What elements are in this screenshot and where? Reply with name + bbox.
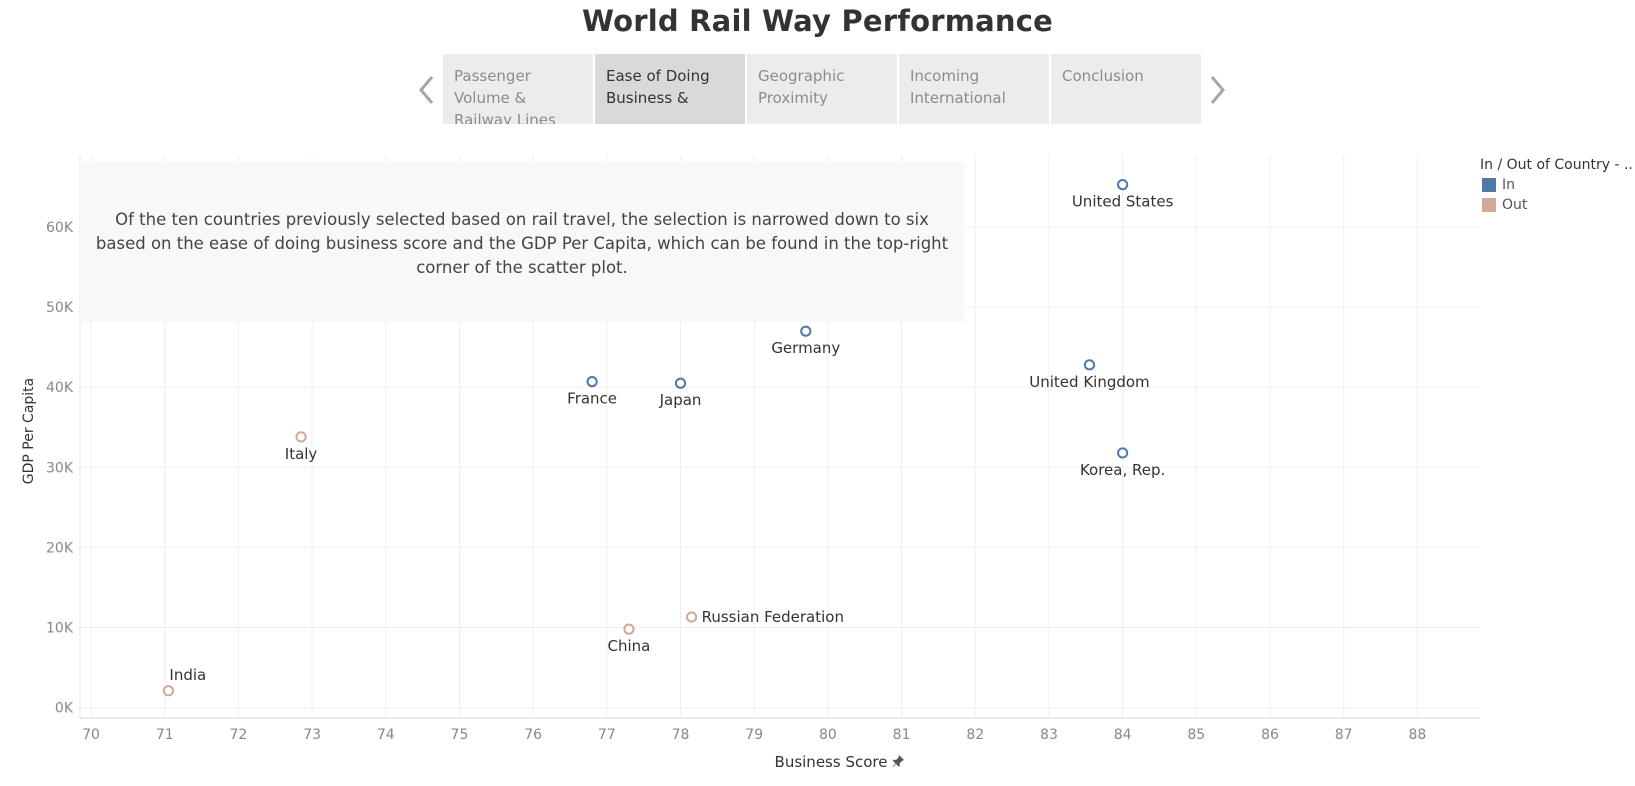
legend-label-in: In	[1502, 177, 1516, 193]
y-tick-label: 10K	[46, 621, 74, 637]
x-tick-label: 80	[819, 727, 837, 740]
story-tab-conclusion[interactable]: Conclusion	[1051, 54, 1201, 124]
x-tick-label: 72	[230, 727, 248, 740]
data-point-label: Russian Federation	[702, 608, 844, 626]
x-axis-label-wrap: Business Score	[700, 753, 980, 772]
pin-icon	[891, 754, 905, 772]
x-tick-label: 83	[1040, 727, 1058, 740]
data-point-label: Japan	[659, 391, 702, 409]
data-point	[1117, 179, 1129, 191]
chevron-left-icon	[419, 76, 434, 104]
data-point	[295, 431, 307, 443]
x-tick-label: 82	[966, 727, 984, 740]
chevron-right-icon	[1210, 76, 1225, 104]
story-tab-incoming-international[interactable]: Incoming International	[899, 54, 1049, 124]
legend-swatch-in	[1482, 178, 1496, 192]
data-point	[674, 377, 687, 389]
story-prev-button[interactable]	[413, 66, 441, 114]
legend-swatch-out	[1482, 198, 1496, 212]
data-point-label: United Kingdom	[1029, 373, 1149, 391]
y-tick-label: 30K	[46, 460, 74, 476]
data-points: United States Germany United Kingdom France…	[162, 179, 1174, 697]
data-point-label: India	[169, 666, 206, 684]
x-axis-label: Business Score	[774, 753, 888, 771]
x-tick-label: 77	[598, 727, 616, 740]
data-point-label: Italy	[285, 445, 318, 463]
x-tick-label: 87	[1335, 727, 1353, 740]
page-title: World Rail Way Performance	[581, 4, 1054, 38]
data-point	[586, 376, 598, 388]
data-point-label: United States	[1072, 193, 1174, 211]
data-point-label: Germany	[771, 339, 840, 357]
y-tick-label: 60K	[46, 220, 74, 236]
x-tick-label: 78	[672, 727, 690, 740]
x-tick-label: 71	[156, 727, 174, 740]
data-point	[1083, 359, 1096, 371]
data-point	[800, 325, 812, 337]
data-point	[685, 611, 698, 623]
x-tick-label: 76	[524, 727, 542, 740]
y-axis-label: GDP Per Capita	[21, 377, 37, 485]
x-tick-label: 75	[451, 727, 469, 740]
x-tick-label: 81	[893, 727, 911, 740]
data-point-label: China	[608, 637, 651, 655]
x-tick-label: 70	[82, 727, 100, 740]
data-point-label: Korea, Rep.	[1080, 461, 1165, 479]
x-tick-label: 85	[1187, 727, 1205, 740]
y-tick-label: 50K	[46, 300, 74, 316]
x-tick-label: 79	[745, 727, 763, 740]
data-point	[623, 623, 635, 635]
x-tick-label: 74	[377, 727, 395, 740]
story-tab-passenger-volume[interactable]: Passenger Volume & Railway Lines	[443, 54, 593, 124]
y-tick-label: 0K	[55, 701, 74, 717]
legend-label-out: Out	[1502, 197, 1528, 213]
story-navigator: Passenger Volume & Railway Lines Ease of…	[443, 54, 1201, 124]
story-tab-geographic-proximity[interactable]: Geographic Proximity	[747, 54, 897, 124]
x-tick-label: 84	[1114, 727, 1132, 740]
legend-title: In / Out of Country - ..	[1480, 157, 1633, 173]
color-legend: In / Out of Country - .. In Out	[1480, 157, 1635, 213]
x-tick-label: 73	[303, 727, 321, 740]
legend-item-in[interactable]: In	[1480, 177, 1635, 193]
data-point	[162, 685, 175, 697]
data-point-label: France	[567, 390, 617, 408]
y-tick-label: 40K	[46, 380, 74, 396]
y-tick-label: 20K	[46, 540, 74, 556]
legend-item-out[interactable]: Out	[1480, 197, 1635, 213]
story-tab-ease-of-doing-business[interactable]: Ease of Doing Business &	[595, 54, 745, 124]
data-point	[1117, 447, 1129, 459]
annotation-text: Of the ten countries previously selected…	[80, 162, 964, 322]
x-tick-label: 88	[1408, 727, 1426, 740]
story-next-button[interactable]	[1203, 66, 1231, 114]
x-tick-label: 86	[1261, 727, 1279, 740]
axis-ticks: 70 71 72 73 74 75 76 77 78 79 80 81 82 83 84 85 86 87 88 0K…	[46, 220, 1426, 740]
